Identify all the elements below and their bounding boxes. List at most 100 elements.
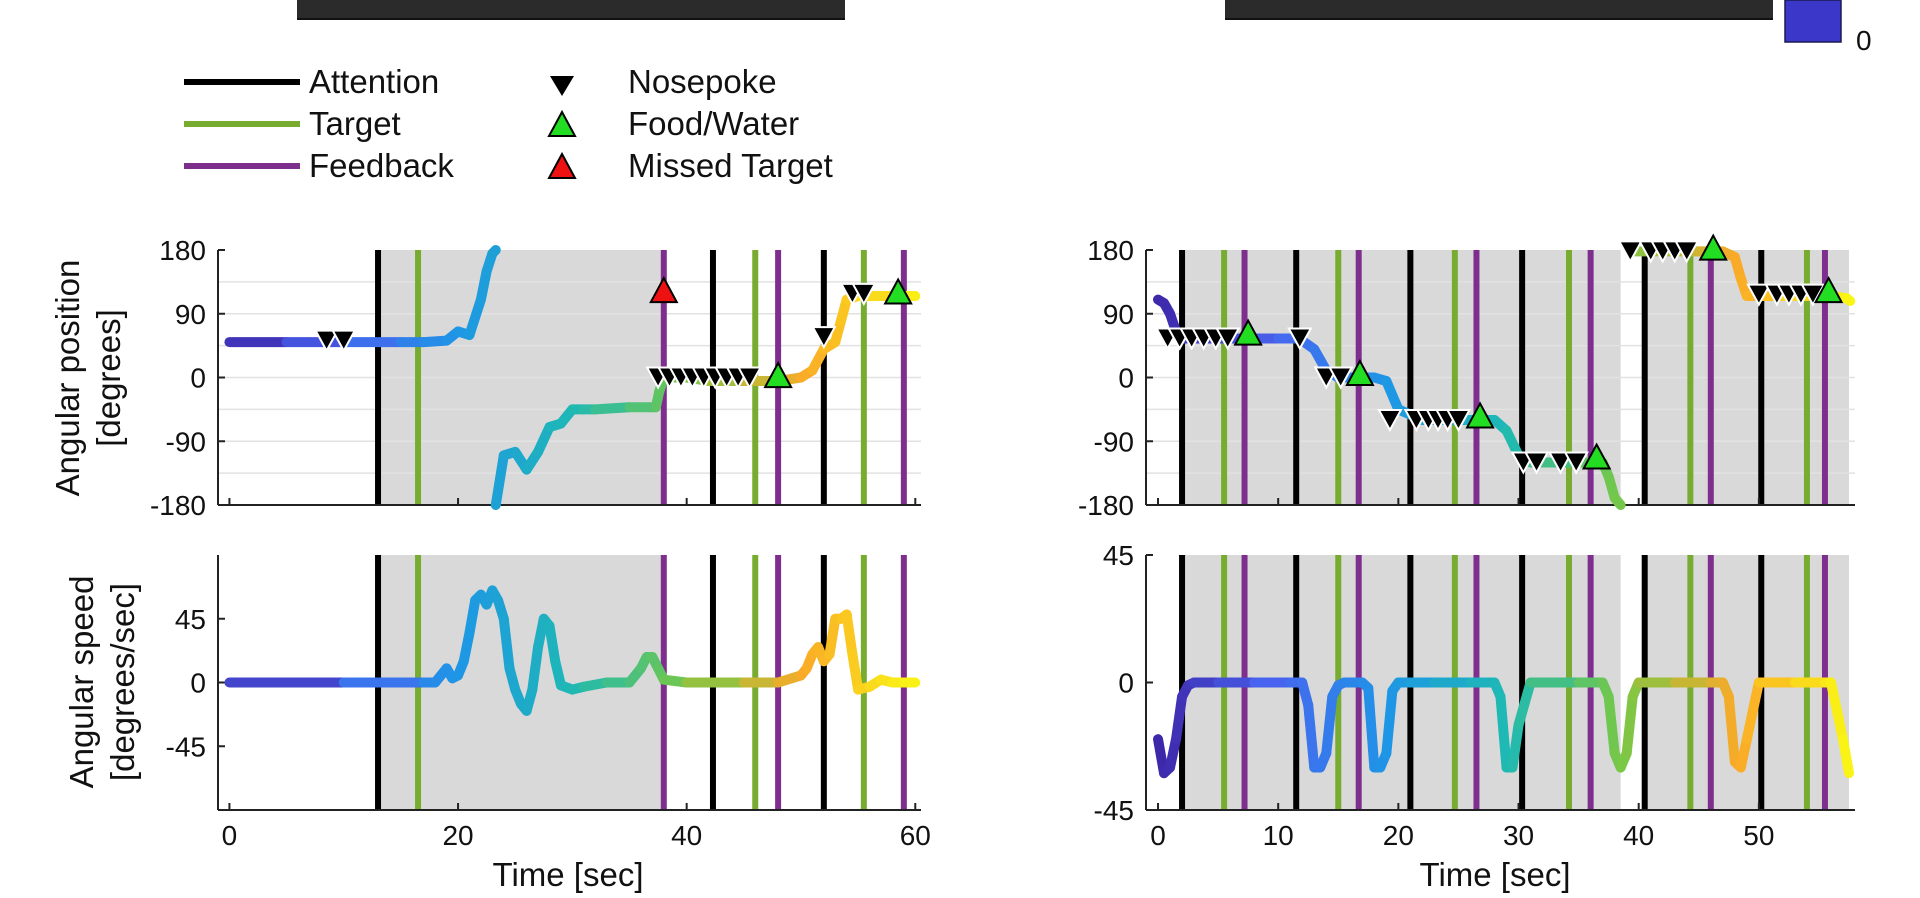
legend-label-feedback: Feedback bbox=[309, 147, 454, 184]
y-tick-label: 0 bbox=[190, 668, 206, 699]
y-tick-label: 0 bbox=[1118, 668, 1134, 699]
panel-right-angular-position: 180 90 0 -90 -180 bbox=[1078, 233, 1856, 521]
trajectory-segment bbox=[1171, 691, 1188, 745]
trajectory-segment bbox=[1841, 293, 1856, 306]
nosepoke-marker bbox=[1674, 240, 1700, 264]
x-tick-label: 40 bbox=[671, 820, 702, 851]
legend-food-water-icon bbox=[547, 109, 577, 137]
ylabel-speed-line2: [degrees/sec] bbox=[104, 583, 141, 781]
y-tick-label: 0 bbox=[1118, 363, 1134, 394]
nosepoke-marker bbox=[1547, 451, 1574, 475]
trajectory-segment bbox=[841, 609, 858, 660]
food-water-marker bbox=[883, 277, 913, 305]
nosepoke-marker bbox=[1523, 451, 1550, 475]
trajectory-segment bbox=[1495, 691, 1512, 773]
nosepoke-marker bbox=[1287, 327, 1313, 351]
trajectory-segment bbox=[1363, 683, 1380, 773]
legend-missed-target-icon bbox=[547, 151, 577, 179]
ylabel-position-line1: Angular position bbox=[49, 260, 86, 497]
trajectory-segment bbox=[847, 649, 864, 695]
nosepoke-marker bbox=[1800, 283, 1826, 307]
trajectory-segment bbox=[1741, 677, 1764, 745]
x-tick-label: 20 bbox=[442, 820, 473, 851]
panel-left-angular-position: 180 90 0 -90 -180 bbox=[150, 235, 921, 521]
legend-nosepoke-icon bbox=[550, 76, 574, 96]
trajectory-segment bbox=[487, 245, 501, 259]
legend-label-missed-target: Missed Target bbox=[628, 147, 833, 184]
missed-target-marker bbox=[649, 275, 679, 304]
trajectory-segment bbox=[1303, 700, 1320, 773]
trajectory-segment bbox=[590, 402, 635, 415]
y-tick-label: 45 bbox=[1103, 540, 1134, 571]
y-tick-label: 45 bbox=[175, 604, 206, 635]
trajectory-segment bbox=[1513, 677, 1536, 730]
y-tick-label: 180 bbox=[1087, 235, 1134, 266]
trajectory-segment bbox=[464, 595, 481, 638]
nosepoke-marker bbox=[851, 282, 877, 306]
x-tick-label: 10 bbox=[1263, 820, 1294, 851]
nosepoke-marker bbox=[1617, 240, 1643, 264]
colorbar-label: 0 bbox=[1856, 25, 1872, 56]
y-tick-label: -90 bbox=[1094, 426, 1134, 457]
nosepoke-marker bbox=[331, 329, 357, 353]
y-tick-label: 90 bbox=[1103, 299, 1134, 330]
legend: Attention Target Feedback Nosepoke Food/… bbox=[184, 63, 833, 184]
nosepoke-marker bbox=[1563, 451, 1589, 475]
video-frame-left bbox=[297, 0, 845, 20]
food-water-marker bbox=[1345, 358, 1375, 386]
trajectory-segment bbox=[527, 642, 544, 695]
y-tick-label: -90 bbox=[166, 426, 206, 457]
food-water-marker bbox=[1698, 233, 1728, 261]
legend-label-nosepoke: Nosepoke bbox=[628, 63, 777, 100]
xlabel-right: Time [sec] bbox=[1420, 856, 1571, 893]
trajectory-segment bbox=[1381, 686, 1398, 759]
x-tick-label: 40 bbox=[1623, 820, 1654, 851]
food-water-marker bbox=[1581, 442, 1612, 470]
nosepoke-marker bbox=[1445, 409, 1472, 433]
ylabel-speed-line1: Angular speed bbox=[63, 576, 100, 789]
panel-right-angular-speed: 45 0 -45 0 10 20 30 40 50 bbox=[1094, 540, 1855, 851]
trajectory-segment bbox=[1603, 691, 1620, 759]
nosepoke-marker bbox=[1215, 327, 1241, 351]
nosepoke-marker bbox=[1377, 409, 1403, 433]
trajectory-segment bbox=[1321, 691, 1338, 759]
trajectory-segment bbox=[490, 450, 509, 510]
trajectory-segment bbox=[1381, 376, 1404, 415]
y-tick-label: 90 bbox=[175, 299, 206, 330]
food-water-marker bbox=[1233, 318, 1263, 346]
nosepoke-marker bbox=[811, 326, 837, 350]
video-frame-right bbox=[1225, 0, 1773, 20]
legend-label-food-water: Food/Water bbox=[628, 105, 799, 142]
trajectory-segment bbox=[1723, 691, 1740, 767]
y-tick-label: -45 bbox=[166, 731, 206, 762]
xlabel-left: Time [sec] bbox=[493, 856, 644, 893]
nosepoke-marker bbox=[313, 329, 340, 353]
x-tick-label: 50 bbox=[1743, 820, 1774, 851]
y-tick-label: -180 bbox=[150, 490, 206, 521]
trajectory-segment bbox=[1825, 677, 1848, 745]
x-tick-label: 60 bbox=[900, 820, 931, 851]
trajectory-segment bbox=[1507, 720, 1524, 773]
x-tick-label: 0 bbox=[1150, 820, 1166, 851]
x-tick-label: 20 bbox=[1383, 820, 1414, 851]
panel-left-angular-speed: 45 0 -45 0 20 40 60 bbox=[166, 555, 931, 851]
trajectory-segment bbox=[1621, 691, 1638, 759]
y-tick-label: 180 bbox=[159, 235, 206, 266]
nosepoke-marker bbox=[1746, 283, 1772, 307]
colorbar bbox=[1784, 0, 1842, 43]
y-tick-label: -45 bbox=[1094, 795, 1134, 826]
nosepoke-marker bbox=[1327, 366, 1354, 390]
food-water-marker bbox=[1465, 401, 1495, 429]
nosepoke-marker bbox=[736, 366, 763, 390]
ylabel-position-line2: [degrees] bbox=[90, 309, 127, 447]
x-tick-label: 0 bbox=[222, 820, 238, 851]
trajectory-segment bbox=[824, 613, 841, 660]
legend-label-target: Target bbox=[309, 105, 401, 142]
trajectory-segment bbox=[1609, 492, 1626, 510]
food-water-marker bbox=[1813, 275, 1844, 304]
trajectory-segment bbox=[464, 294, 486, 340]
y-tick-label: 0 bbox=[190, 363, 206, 394]
legend-label-attention: Attention bbox=[309, 63, 439, 100]
trajectory-segment bbox=[1837, 734, 1854, 779]
